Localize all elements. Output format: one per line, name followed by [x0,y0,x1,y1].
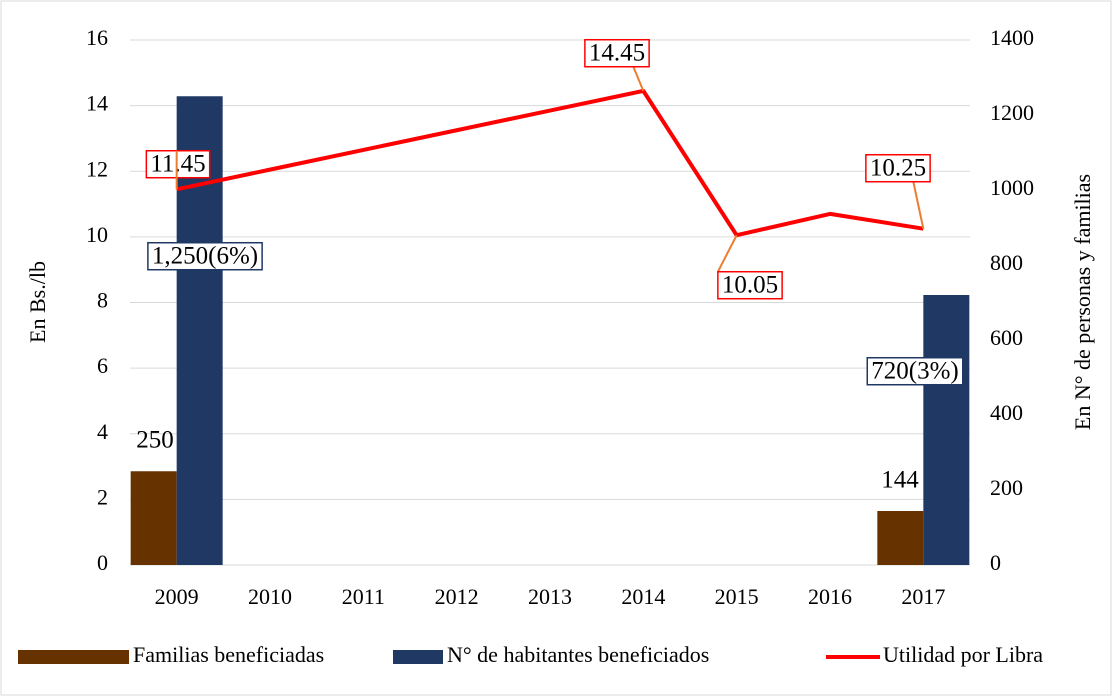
y-tick-label: 10 [86,222,108,247]
data-label: 10.05 [722,272,778,299]
bar [877,511,924,565]
legend-label: N° de habitantes beneficiados [447,642,709,667]
x-tick-label: 2016 [808,584,852,609]
bar [130,471,177,565]
x-tick-label: 2012 [435,584,479,609]
data-label: 10.25 [870,155,926,182]
data-label: 144 [881,467,919,494]
leader-line [716,234,738,273]
legend-label: Familias beneficiadas [133,642,324,667]
y-axis-title: En Bs./lb [25,261,50,343]
data-label: 720(3%) [871,358,958,385]
bar [923,295,970,565]
x-tick-label: 2014 [621,584,665,609]
data-label-box [717,270,783,300]
y-tick-label: 12 [86,156,108,181]
line [176,88,924,238]
data-label-box [145,149,211,179]
x-tick-label: 2010 [248,584,292,609]
data-label-box [147,241,263,271]
y-tick-label: 2 [97,484,108,509]
data-label: 11.45 [150,151,205,178]
data-label: 14.45 [589,40,645,67]
legend-swatch [393,650,443,664]
y2-tick-label: 1400 [990,25,1034,50]
legend-swatch [18,650,129,664]
data-label: 1,250(6%) [152,243,258,270]
y2-axis-title: En N° de personas y familias [1070,174,1095,430]
y2-tick-label: 1200 [990,100,1034,125]
y-tick-label: 6 [97,353,108,378]
legend-label: Utilidad por Libra [883,642,1043,667]
y-tick-label: 14 [86,91,108,116]
y2-tick-label: 600 [990,325,1023,350]
y2-tick-label: 1000 [990,175,1034,200]
y-tick-label: 16 [86,25,108,50]
x-tick-label: 2015 [715,584,759,609]
x-tick-label: 2017 [901,584,945,609]
x-tick-label: 2009 [155,584,199,609]
x-tick-label: 2013 [528,584,572,609]
data-label-box [865,153,931,183]
y2-tick-label: 400 [990,400,1023,425]
x-tick-label: 2011 [342,584,385,609]
y-tick-label: 8 [97,288,108,313]
data-label-box [584,38,650,68]
y2-tick-label: 200 [990,475,1023,500]
leader-line [632,66,645,92]
y-tick-label: 4 [97,419,108,444]
data-label: 250 [136,427,174,454]
y2-tick-label: 0 [990,550,1001,575]
data-label-box [866,356,964,386]
leader-line [912,181,925,229]
y2-tick-label: 800 [990,250,1023,275]
y-tick-label: 0 [97,550,108,575]
